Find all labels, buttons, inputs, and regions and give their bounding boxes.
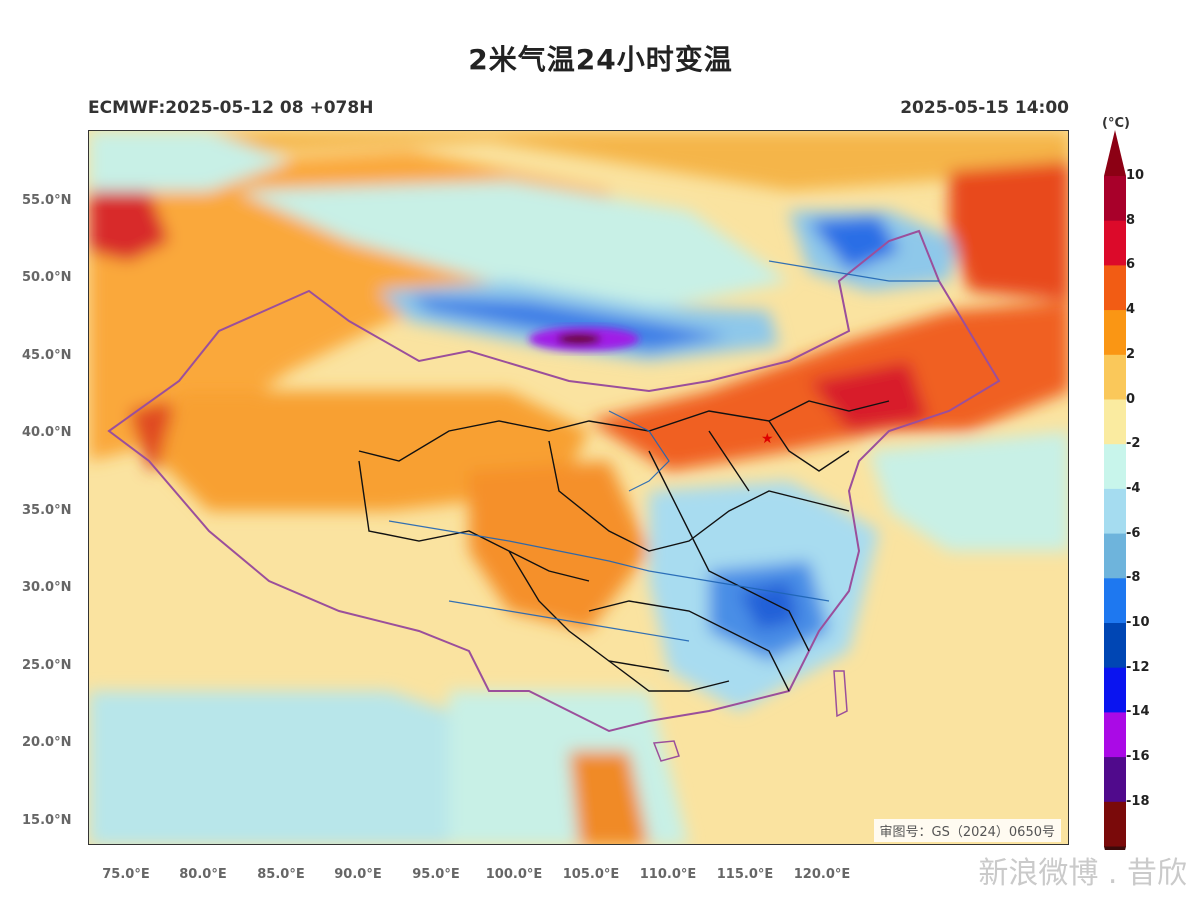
map-svg: ★ [89,131,1068,844]
colorbar-tick-label: -12 [1126,659,1150,675]
colorbar-segment [1104,444,1126,490]
lon-label: 75.0°E [102,867,150,882]
lon-label: 105.0°E [562,867,620,882]
lat-label: 25.0°N [22,658,72,673]
province-borders [358,400,890,692]
colorbar-segment [1104,801,1126,847]
colorbar-segment [1104,712,1126,758]
capital-star-icon: ★ [761,431,774,447]
colorbar-segment [1104,354,1126,400]
temperature-change-map: ★ [88,130,1069,845]
lat-label: 45.0°N [22,348,72,363]
colorbar-top-cap [1104,130,1126,176]
colorbar-tick-label: -4 [1126,480,1141,496]
rivers [388,260,939,642]
review-number: 审图号：GS（2024）0650号 [873,819,1061,842]
country-border [107,229,1001,733]
colorbar-tick-label: -2 [1126,436,1141,452]
colorbar-segment [1104,578,1126,624]
colorbar-segment [1104,757,1126,803]
lon-label: 90.0°E [334,867,382,882]
colorbar-tick-label: -18 [1126,793,1150,809]
lat-label: 40.0°N [22,425,72,440]
colorbar [1104,130,1126,850]
lat-label: 30.0°N [22,580,72,595]
colorbar-segment [1104,399,1126,445]
lat-label: 50.0°N [22,270,72,285]
lon-label: 120.0°E [793,867,851,882]
colorbar-segment [1104,533,1126,579]
valid-time-label: 2025-05-15 14:00 [900,98,1069,118]
colorbar-segment [1104,667,1126,713]
colorbar-unit: (°C) [1102,116,1130,131]
colorbar-segment [1104,176,1126,222]
watermark: 新浪微博 . 昔欣 [978,856,1187,891]
taiwan-outline [833,670,848,718]
colorbar-tick-label: -16 [1126,749,1150,765]
colorbar-tick-label: 10 [1126,168,1145,183]
colorbar-tick-label: -14 [1126,704,1150,720]
colorbar-tick-label: -8 [1126,570,1141,586]
cold-core [529,327,639,351]
chart-title: 2米气温24小时变温 [468,43,733,76]
lon-label: 115.0°E [716,867,774,882]
lon-label: 100.0°E [485,867,543,882]
colorbar-segment [1104,310,1126,356]
lat-label: 15.0°N [22,813,72,828]
colorbar-bottom-cap [1104,846,1126,850]
colorbar-segment [1104,265,1126,311]
lon-label: 80.0°E [179,867,227,882]
hainan-outline [652,740,680,762]
colorbar-segment [1104,220,1126,266]
colorbar-segment [1104,488,1126,535]
lon-label: 110.0°E [639,867,697,882]
colorbar-tick-label: 6 [1126,257,1136,273]
colorbar-tick-label: 0 [1126,391,1136,407]
lat-label: 35.0°N [22,503,72,518]
model-run-label: ECMWF:2025-05-12 08 +078H [88,98,374,118]
lon-label: 85.0°E [257,867,305,882]
colorbar-segment [1104,623,1126,669]
colorbar-tick-label: -10 [1126,615,1150,630]
lat-label: 55.0°N [22,193,72,208]
colorbar-tick-label: 2 [1126,346,1136,362]
lon-label: 95.0°E [412,867,460,882]
lat-label: 20.0°N [22,735,72,750]
colorbar-tick-label: 4 [1126,302,1136,318]
colorbar-tick-label: -6 [1126,525,1141,541]
colorbar-tick-label: 8 [1126,212,1136,228]
